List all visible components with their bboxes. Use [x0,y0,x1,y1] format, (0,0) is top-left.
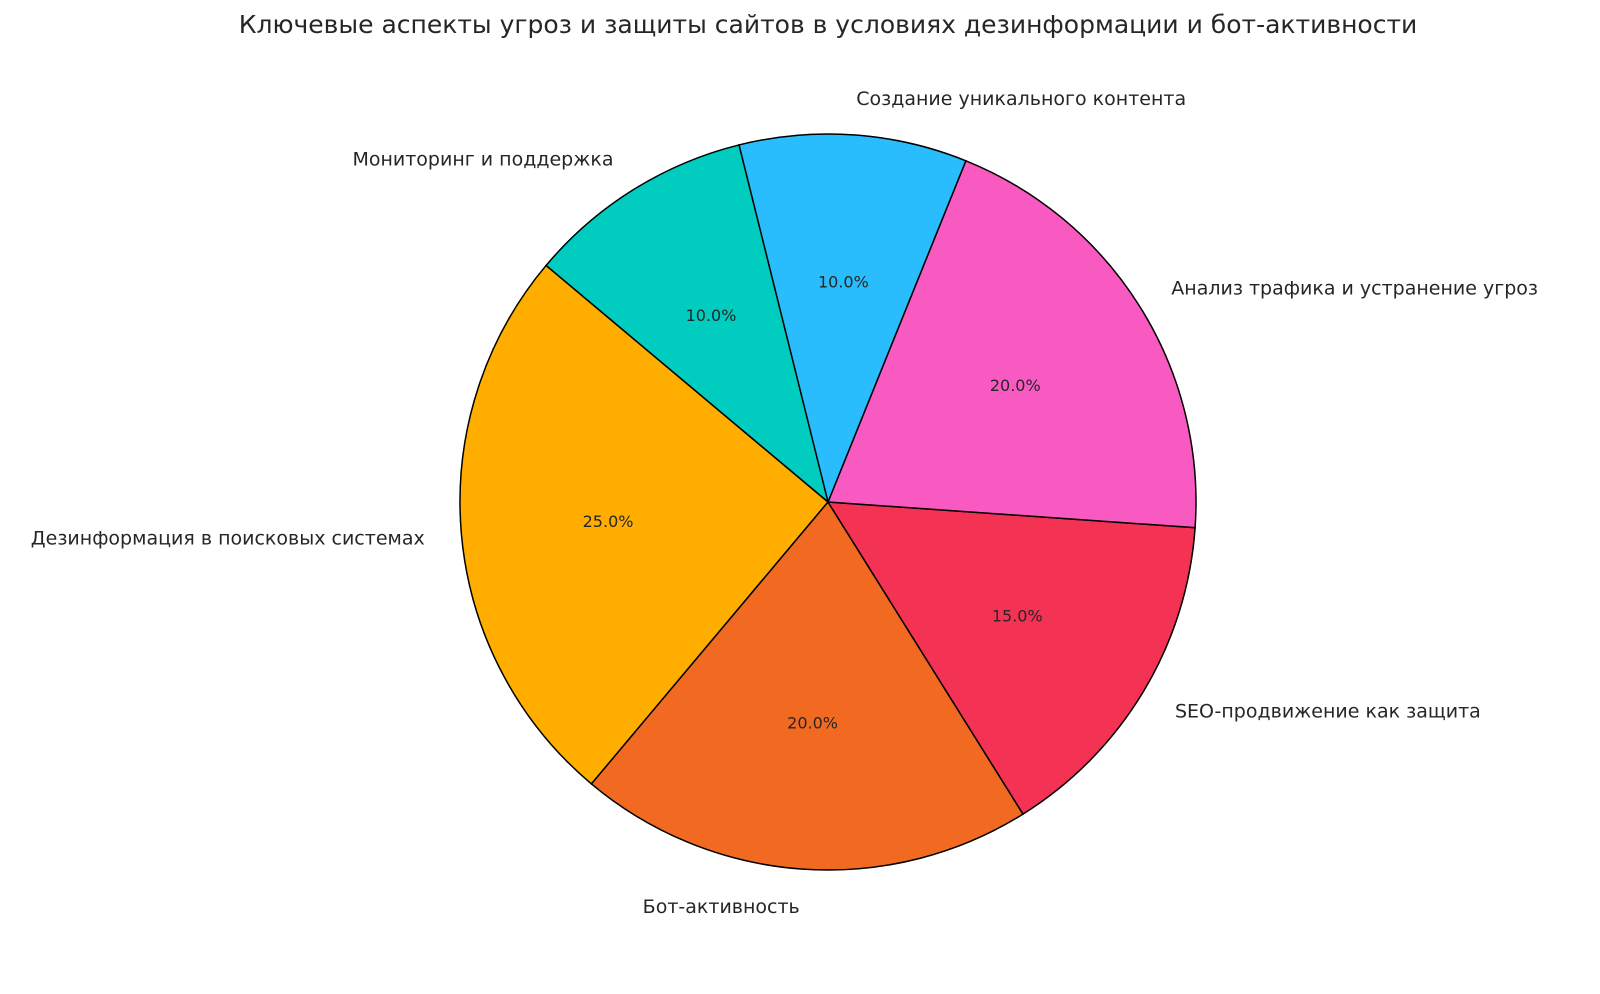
pie-slice [826,159,1197,529]
chart-title: Ключевые аспекты угроз и защиты сайтов в… [239,10,1418,39]
pie-slice [738,133,967,505]
slice-label: Создание уникального контента [856,88,1186,110]
slice-label: Анализ трафика и устранение угроз [1171,277,1538,299]
slice-label: Мониторинг и поддержка [352,149,613,171]
pie-slice [826,501,1196,816]
slice-percent-label: 15.0% [992,607,1043,626]
slice-label: Бот-активность [643,896,800,918]
slice-percent-label: 10.0% [818,273,869,292]
slice-percent-label: 20.0% [990,376,1041,395]
pie-slice [590,500,1025,871]
slice-percent-label: 25.0% [583,512,634,531]
slice-label: SEO-продвижение как защита [1175,700,1481,722]
slice-label: Дезинформация в поисковых системах [31,527,425,549]
slice-percent-label: 10.0% [686,306,737,325]
slice-percent-label: 20.0% [787,713,838,732]
pie-slice [545,144,830,505]
pie-slice [459,264,830,785]
